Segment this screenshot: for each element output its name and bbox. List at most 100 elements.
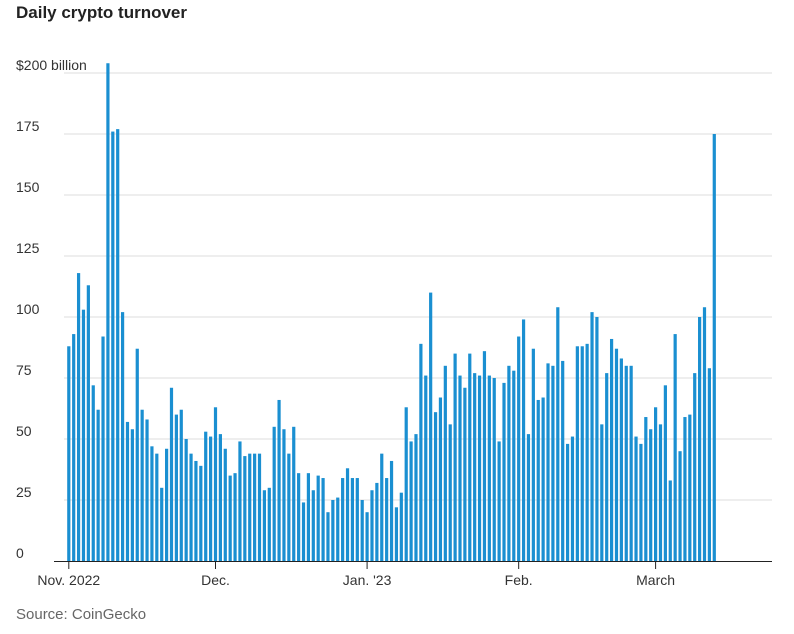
bar <box>345 468 350 561</box>
bar <box>189 453 193 561</box>
bar <box>600 424 604 561</box>
bar <box>375 482 379 561</box>
bar <box>160 487 164 561</box>
bar <box>228 475 232 561</box>
bar <box>649 429 653 561</box>
bar <box>458 375 462 561</box>
bar <box>116 129 120 561</box>
bar <box>389 460 394 561</box>
bar <box>120 312 125 561</box>
y-tick-label: 75 <box>16 362 32 378</box>
bar <box>380 453 384 561</box>
bar <box>512 370 516 561</box>
bar <box>209 436 213 561</box>
bar <box>629 365 633 561</box>
bar <box>169 387 174 561</box>
bar <box>370 490 374 561</box>
bar <box>663 385 667 561</box>
bar <box>204 431 208 561</box>
bar <box>707 368 711 561</box>
bar <box>194 460 198 561</box>
bar <box>448 424 452 561</box>
bar <box>419 343 423 561</box>
bar <box>67 346 71 561</box>
bar <box>257 453 262 561</box>
bar <box>130 429 134 561</box>
bar <box>311 490 315 561</box>
bar <box>292 426 296 561</box>
y-axis-tick-labels: 0 25 50 75 100 125 150 175 $200 billion <box>16 57 87 561</box>
bar <box>453 353 457 561</box>
bar <box>595 317 599 561</box>
bar <box>267 487 271 561</box>
bar <box>91 385 95 561</box>
bar <box>404 407 408 561</box>
bar <box>414 434 418 561</box>
bar <box>688 414 692 561</box>
bar <box>565 443 570 561</box>
bar <box>243 456 247 561</box>
x-axis-ticks: Nov. 2022 Dec. Jan. '23 Feb. March <box>37 561 675 588</box>
x-tick-label: Jan. '23 <box>343 572 392 588</box>
bar <box>624 365 628 561</box>
bar <box>556 307 560 561</box>
bar <box>248 453 252 561</box>
bar <box>399 492 403 561</box>
bar <box>81 309 86 561</box>
chart-title: Daily crypto turnover <box>16 3 187 22</box>
bar <box>326 512 330 561</box>
bar <box>463 387 467 561</box>
bar <box>693 373 697 561</box>
gridlines <box>64 72 772 501</box>
bar <box>678 451 682 561</box>
bar <box>487 375 491 561</box>
bar <box>301 502 306 561</box>
bar <box>199 465 203 561</box>
bar <box>179 409 183 561</box>
bar <box>424 375 428 561</box>
bar <box>443 365 447 561</box>
bar <box>409 441 413 561</box>
bar <box>605 373 609 561</box>
x-tick-label: Feb. <box>505 572 533 588</box>
bar <box>306 473 311 561</box>
bar <box>145 419 149 561</box>
bar <box>526 434 531 561</box>
bar <box>321 478 325 561</box>
bar <box>551 365 555 561</box>
bar <box>297 473 301 561</box>
x-tick-label: Dec. <box>201 572 230 588</box>
bar <box>360 500 364 561</box>
bar <box>106 63 110 562</box>
bar <box>644 417 648 561</box>
bar <box>184 439 188 561</box>
bar <box>174 414 178 561</box>
bar <box>438 397 443 561</box>
bar <box>590 312 594 561</box>
bar <box>521 319 526 561</box>
bar <box>580 346 584 561</box>
source-note: Source: CoinGecko <box>16 606 147 623</box>
bar <box>341 478 345 561</box>
bar <box>468 353 472 561</box>
bar <box>570 436 575 561</box>
bar <box>253 453 257 561</box>
bar <box>355 478 359 561</box>
bar <box>125 421 130 561</box>
x-tick-label: Nov. 2022 <box>37 572 100 588</box>
bar <box>385 478 389 561</box>
y-tick-label: 100 <box>16 301 40 317</box>
bar <box>575 346 579 561</box>
y-tick-label: $200 billion <box>16 57 87 73</box>
bar <box>654 407 658 561</box>
bar <box>673 334 677 561</box>
bar <box>639 443 643 561</box>
x-tick-label: March <box>636 572 675 588</box>
bar <box>668 480 672 561</box>
bar <box>698 317 702 561</box>
bar <box>482 351 487 561</box>
bar <box>492 378 496 561</box>
bar <box>213 407 218 561</box>
bar <box>702 307 707 561</box>
